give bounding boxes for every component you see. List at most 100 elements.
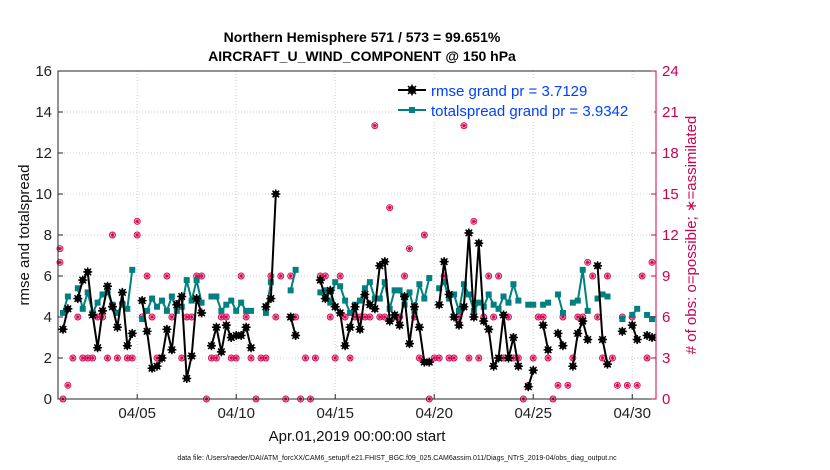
obs-marker <box>133 231 141 239</box>
obs-marker <box>109 231 116 239</box>
y-right-tick-label: 6 <box>662 309 670 326</box>
rmse-point <box>503 353 513 363</box>
rmse-point <box>117 287 127 297</box>
obs-marker <box>381 313 389 321</box>
totalspread-point <box>292 266 299 273</box>
totalspread-point <box>332 279 339 286</box>
rmse-point <box>98 306 108 316</box>
rmse-point <box>404 339 414 349</box>
x-tick-label: 04/30 <box>613 405 651 422</box>
rmse-point <box>508 333 518 342</box>
totalspread-point <box>376 295 383 302</box>
obs-marker <box>648 258 656 266</box>
totalspread-point <box>441 279 448 286</box>
rmse-point <box>286 312 296 322</box>
obs-marker <box>262 354 270 362</box>
rmse-point <box>73 294 83 304</box>
rmse-point <box>340 341 350 351</box>
rmse-point <box>221 320 231 330</box>
totalspread-point <box>436 285 443 292</box>
rmse-point <box>647 333 657 342</box>
obs-marker <box>247 354 255 362</box>
legend: rmse grand pr = 3.7129 totalspread grand… <box>396 80 654 122</box>
rmse-point <box>112 322 122 332</box>
totalspread-point <box>356 297 363 304</box>
y-axis-label-right: # of obs: o=possible; ∗=assimilated <box>683 116 700 355</box>
y-axis-right: 0 3 6 9 12 15 18 21 24 <box>651 63 679 408</box>
totalspread-point <box>119 301 126 308</box>
y-axis-left: 0 2 4 6 8 10 12 14 16 <box>35 63 63 408</box>
totalspread-point <box>594 295 601 302</box>
rmse-point <box>390 310 400 320</box>
rmse-point <box>385 316 395 326</box>
rmse-point <box>538 320 548 330</box>
totalspread-point <box>559 309 566 316</box>
totalspread-point <box>193 277 200 284</box>
rmse-point <box>558 341 568 351</box>
totalspread-point <box>510 281 517 288</box>
obs-marker <box>435 354 443 362</box>
rmse-point <box>484 324 494 334</box>
y-tick-label: 4 <box>44 309 52 326</box>
totalspread-line <box>557 294 564 314</box>
totalspread-point <box>74 285 81 292</box>
totalspread-point <box>129 266 136 273</box>
data-file-footnote: data file: /Users/raeder/DAI/ATM_forcXX/… <box>177 455 617 462</box>
obs-marker <box>401 272 408 280</box>
rmse-point <box>439 257 449 267</box>
obs-marker <box>311 354 319 362</box>
obs-marker <box>198 272 206 280</box>
totalspread-point <box>515 297 522 304</box>
rmse-point <box>266 294 276 304</box>
obs-marker <box>74 313 82 321</box>
rmse-point <box>103 281 113 291</box>
legend-rmse-label: rmse grand pr = 3.7129 <box>431 83 587 100</box>
totalspread-point <box>154 303 161 310</box>
obs-marker <box>594 313 602 321</box>
totalspread-point <box>366 279 373 286</box>
rmse-point <box>271 189 281 199</box>
rmse-point <box>434 300 444 310</box>
totalspread-point <box>317 289 324 296</box>
obs-marker <box>237 272 245 280</box>
rmse-point <box>479 316 489 326</box>
totalspread-point <box>460 281 467 288</box>
rmse-point <box>162 324 172 334</box>
totalspread-point <box>579 266 586 273</box>
rmse-point <box>350 302 360 312</box>
rmse-point <box>499 310 509 320</box>
rmse-point <box>241 322 251 332</box>
legend-rmse-marker <box>406 84 418 96</box>
totalspread-point <box>124 305 131 312</box>
y-right-tick-label: 24 <box>662 63 679 80</box>
obs-marker <box>485 272 493 280</box>
totalspread-point <box>139 316 146 323</box>
y-tick-label: 8 <box>44 227 52 244</box>
rmse-point <box>489 361 499 371</box>
obs-marker <box>277 272 285 280</box>
totalspread-point <box>188 297 195 304</box>
obs-marker <box>589 272 597 280</box>
rmse-point <box>152 361 162 371</box>
totalspread-point <box>416 281 423 288</box>
rmse-line <box>542 325 550 350</box>
totalspread-point <box>163 307 170 314</box>
obs-marker <box>212 354 220 362</box>
obs-marker <box>222 313 230 321</box>
obs-marker <box>148 313 156 321</box>
rmse-point <box>192 294 202 304</box>
obs-marker <box>84 354 92 362</box>
totalspread-point <box>262 309 269 316</box>
rmse-point <box>206 341 216 351</box>
totalspread-point <box>530 301 537 308</box>
rmse-point <box>360 289 370 299</box>
rmse-point <box>236 330 246 340</box>
obs-marker <box>608 354 616 362</box>
totalspread-point <box>64 293 71 300</box>
legend-spread-marker <box>409 107 415 113</box>
obs-marker <box>56 245 64 253</box>
obs-marker <box>143 272 151 280</box>
totalspread-point <box>168 293 175 300</box>
totalspread-point <box>505 299 512 306</box>
totalspread-point <box>149 295 156 302</box>
